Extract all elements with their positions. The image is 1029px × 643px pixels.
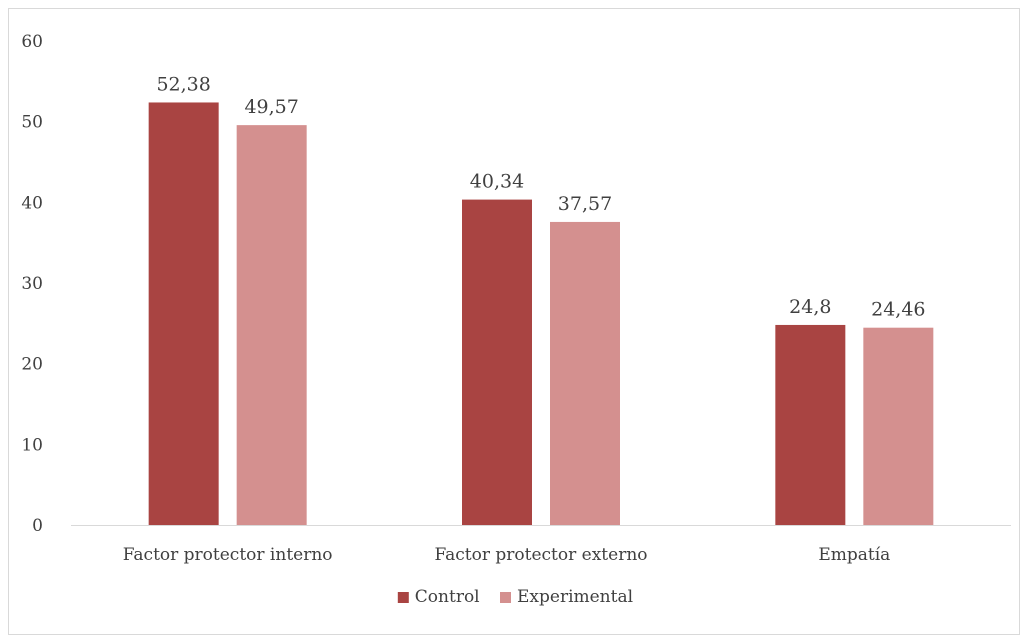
bar-control-0 bbox=[148, 102, 219, 525]
data-label-experimental-2: 24,46 bbox=[871, 299, 925, 321]
bar-experimental-1 bbox=[550, 221, 620, 525]
category-label-2: Empatía bbox=[818, 545, 890, 565]
bar-control-1 bbox=[462, 199, 532, 525]
legend: Control Experimental bbox=[397, 587, 633, 607]
data-label-control-0: 52,38 bbox=[156, 73, 210, 95]
y-tick-label-5: 50 bbox=[21, 113, 43, 133]
bars bbox=[148, 102, 934, 526]
data-label-control-2: 24,8 bbox=[789, 296, 831, 318]
chart-frame: 0 10 20 30 40 50 60 52,38 49,57 40,34 37,57 24,8 24… bbox=[8, 8, 1020, 635]
category-label-1: Factor protector externo bbox=[435, 545, 648, 565]
legend-swatch-control bbox=[397, 592, 409, 603]
legend-swatch-experimental bbox=[500, 592, 511, 603]
y-tick-label-2: 20 bbox=[21, 355, 43, 375]
data-label-control-1: 40,34 bbox=[470, 171, 524, 193]
data-label-experimental-0: 49,57 bbox=[244, 96, 298, 118]
y-tick-label-1: 10 bbox=[21, 435, 43, 455]
legend-label-control: Control bbox=[415, 587, 480, 607]
y-tick-label-6: 60 bbox=[21, 32, 43, 52]
category-label-0: Factor protector interno bbox=[123, 545, 333, 565]
data-label-experimental-1: 37,57 bbox=[558, 193, 612, 215]
bar-experimental-2 bbox=[863, 327, 934, 525]
y-tick-label-0: 0 bbox=[32, 516, 43, 536]
bar-experimental-0 bbox=[236, 125, 307, 526]
legend-label-experimental: Experimental bbox=[517, 587, 633, 607]
y-tick-label-3: 30 bbox=[21, 274, 43, 294]
y-axis-ticks: 0 10 20 30 40 50 60 bbox=[21, 32, 43, 536]
bar-chart: 0 10 20 30 40 50 60 52,38 49,57 40,34 37,57 24,8 24… bbox=[21, 32, 1011, 607]
bar-control-2 bbox=[775, 324, 846, 525]
y-tick-label-4: 40 bbox=[21, 193, 43, 213]
category-labels: Factor protector interno Factor protector… bbox=[123, 545, 891, 565]
data-labels: 52,38 49,57 40,34 37,57 24,8 24,46 bbox=[156, 73, 925, 320]
